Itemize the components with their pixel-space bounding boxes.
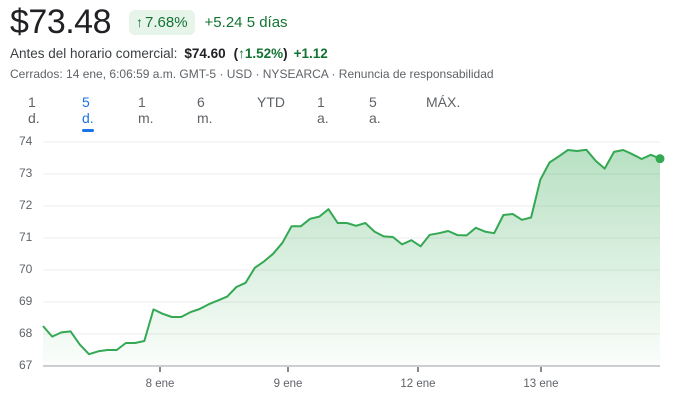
tab-5a[interactable]: 5 a. [369,94,381,126]
chart-canvas[interactable] [0,125,686,411]
x-axis-label: 12 ene [400,378,436,390]
tab-6m[interactable]: 6 m. [197,94,213,126]
premarket-info: Antes del horario comercial: $74.60 (↑1.… [10,46,328,61]
price-chart[interactable]: 67 68 69 70 71 72 73 74 8 ene 9 ene 12 ene 13 ene [0,125,686,411]
price-area [43,149,660,366]
x-axis-label: 13 ene [523,378,559,390]
change-percent: 7.68% [145,13,188,31]
y-axis-label: 71 [19,230,33,244]
last-price-dot [655,154,665,164]
y-axis-label: 70 [19,262,33,276]
y-axis-label: 69 [19,294,33,308]
tab-1a[interactable]: 1 a. [317,94,329,126]
premarket-percent: (↑1.52%) [233,46,288,61]
y-axis-label: 74 [19,134,33,148]
market-status: Cerrados: 14 ene, 6:06:59 a.m. GMT-5 · U… [10,67,494,81]
tab-5d[interactable]: 5 d. [82,94,94,132]
tab-1d[interactable]: 1 d. [28,94,40,126]
tab-máx[interactable]: MÁX. [426,94,461,110]
tab-ytd[interactable]: YTD [257,94,285,110]
premarket-price: $74.60 [184,46,226,61]
current-price: $73.48 [10,3,112,41]
tab-1m[interactable]: 1 m. [138,94,154,126]
premarket-label: Antes del horario comercial: [10,46,178,61]
arrow-up-icon: ↑ [136,14,143,30]
y-axis-label: 73 [19,166,33,180]
change-amount: +5.24 5 días [204,13,288,31]
arrow-up-icon: ↑ [238,46,245,61]
change-percent-badge: ↑ 7.68% [129,9,195,35]
y-axis-label: 68 [19,326,33,340]
price-line [42,148,661,356]
y-axis-label: 72 [19,198,33,212]
premarket-change: +1.12 [293,46,328,61]
price-header: $73.48 ↑ 7.68% +5.24 5 días [10,2,288,42]
x-axis-label: 9 ene [273,378,303,390]
x-axis-label: 8 ene [145,378,175,390]
y-axis-label: 67 [19,358,33,372]
